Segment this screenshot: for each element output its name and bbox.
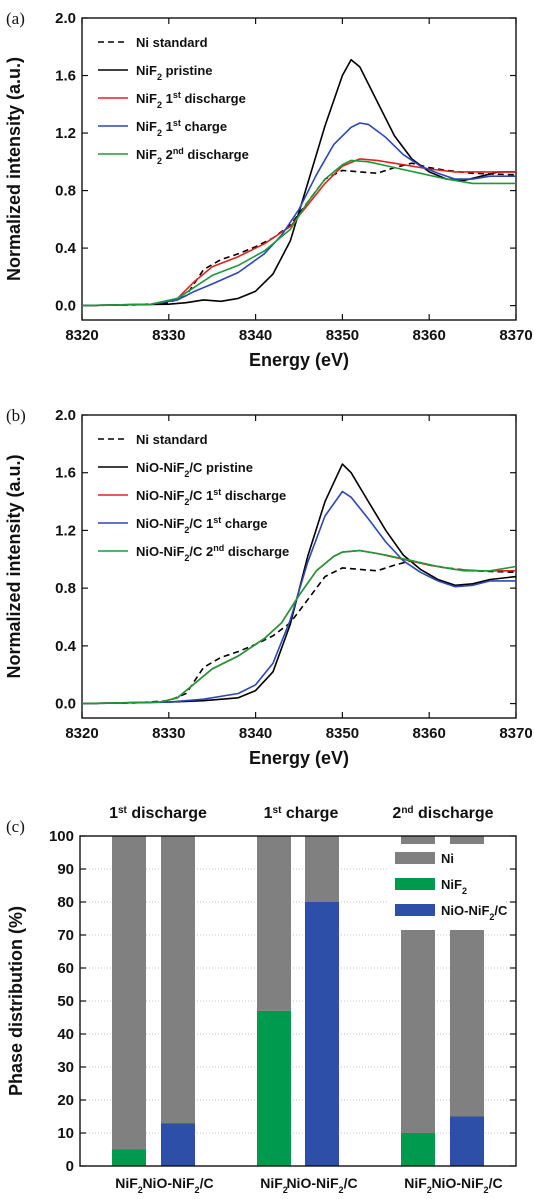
- x-tick-label: 8360: [413, 327, 446, 344]
- panel-label: (a): [6, 9, 25, 28]
- legend-label: NiF2 1st charge: [136, 118, 227, 138]
- bar-ni-segment: [257, 836, 291, 1011]
- legend-label: NiF2 2nd discharge: [136, 146, 249, 166]
- series-line-2: [82, 159, 516, 306]
- bar-ni-segment: [112, 836, 146, 1150]
- category-label: NiO-NiF2/C: [286, 1175, 357, 1194]
- x-tick-label: 8350: [326, 327, 359, 344]
- legend-label: NiF2 1st discharge: [136, 90, 246, 110]
- y-axis-label: Normalized intensity (a.u.): [4, 57, 24, 281]
- x-axis-label: Energy (eV): [249, 748, 349, 768]
- y-axis-label: Normalized intensity (a.u.): [4, 454, 24, 678]
- legend-label: NiO-NiF2/C 2nd discharge: [136, 543, 289, 563]
- legend-swatch: [395, 852, 435, 864]
- y-tick-label: 80: [57, 894, 74, 911]
- legend-label: NiO-NiF2/C 1st charge: [136, 515, 268, 535]
- y-tick-label: 1.6: [55, 465, 76, 482]
- x-tick-label: 8320: [65, 327, 98, 344]
- y-axis-label: Phase distribution (%): [6, 906, 26, 1096]
- xanes-panel-a: (a) 8320 8330 8340 8350 8360 8370 0.0 0.4 0.8 1.2 1…: [4, 9, 533, 370]
- y-tick-label: 1.6: [55, 68, 76, 85]
- legend-label: NiO-NiF2/C pristine: [136, 460, 253, 479]
- y-tick-label: 30: [57, 1059, 74, 1076]
- y-tick-label: 2.0: [55, 407, 76, 424]
- category-label: NiO-NiF2/C: [431, 1175, 502, 1194]
- legend-label: NiF2 pristine: [136, 63, 213, 82]
- y-tick-label: 2.0: [55, 10, 76, 27]
- x-tick-label: 8330: [152, 725, 185, 742]
- bar-ni-segment: [161, 836, 195, 1123]
- group-heading: 1st charge: [264, 805, 339, 823]
- legend-swatch: [395, 904, 435, 916]
- y-tick-label: 0.8: [55, 183, 76, 200]
- x-tick-label: 8330: [152, 327, 185, 344]
- x-axis-label: Energy (eV): [249, 350, 349, 370]
- y-tick-label: 60: [57, 960, 74, 977]
- category-label: NiO-NiF2/C: [142, 1175, 213, 1194]
- x-tick-label: 8370: [499, 725, 532, 742]
- y-tick-label: 90: [57, 861, 74, 878]
- panel-label: (c): [6, 817, 25, 836]
- bar-nif2-segment: [401, 1133, 435, 1166]
- group-heading: 2nd discharge: [392, 805, 493, 823]
- x-tick-label: 8360: [413, 725, 446, 742]
- legend-label: Ni: [441, 851, 454, 866]
- series-line-2: [82, 551, 516, 704]
- x-tick-label: 8340: [239, 725, 272, 742]
- x-tick-label: 8340: [239, 327, 272, 344]
- y-tick-label: 50: [57, 993, 74, 1010]
- y-tick-label: 0.4: [55, 240, 77, 257]
- bar-nio-nif2-c-segment: [305, 902, 339, 1166]
- y-tick-label: 0: [66, 1158, 74, 1175]
- category-label: NiF2: [115, 1175, 143, 1194]
- bar-nio-nif2-c-segment: [161, 1123, 195, 1166]
- y-tick-label: 0.8: [55, 580, 76, 597]
- x-tick-label: 8350: [326, 725, 359, 742]
- y-tick-label: 70: [57, 927, 74, 944]
- y-tick-label: 1.2: [55, 125, 76, 142]
- y-tick-label: 40: [57, 1026, 74, 1043]
- series-line-0: [82, 163, 516, 305]
- y-tick-label: 0.0: [55, 298, 76, 315]
- series-line-4: [82, 160, 516, 305]
- y-tick-label: 100: [49, 828, 74, 845]
- y-tick-label: 10: [57, 1125, 74, 1142]
- series-line-4: [82, 551, 516, 704]
- series-line-0: [82, 561, 516, 704]
- legend-label: NiO-NiF2/C 1st discharge: [136, 487, 286, 507]
- category-label: NiF2: [260, 1175, 288, 1194]
- bar-nio-nif2-c-segment: [450, 1117, 484, 1167]
- legend-label: Ni standard: [136, 432, 208, 447]
- y-tick-label: 1.2: [55, 522, 76, 539]
- xanes-panel-b: (b) 8320 8330 8340 8350 8360 8370 0.0 0.4 0.8 1.2 1…: [4, 406, 533, 768]
- bar-nif2-segment: [257, 1011, 291, 1166]
- y-tick-label: 0.0: [55, 696, 76, 713]
- y-tick-label: 20: [57, 1092, 74, 1109]
- group-heading: 1st discharge: [109, 805, 207, 823]
- legend-swatch: [395, 878, 435, 890]
- bar-ni-segment: [305, 836, 339, 902]
- phase-bar-panel: (c) 1st discharge 1st charge 2nd discharge N…: [6, 805, 516, 1195]
- x-tick-label: 8370: [499, 327, 532, 344]
- category-label: NiF2: [404, 1175, 432, 1194]
- legend-label: Ni standard: [136, 35, 208, 50]
- panel-label: (b): [6, 406, 26, 425]
- bar-nif2-segment: [112, 1150, 146, 1167]
- y-tick-label: 0.4: [55, 638, 77, 655]
- x-tick-label: 8320: [65, 725, 98, 742]
